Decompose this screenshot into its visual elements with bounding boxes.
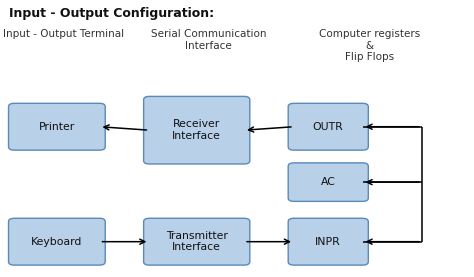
Text: AC: AC <box>321 177 336 187</box>
Text: Computer registers
&
Flip Flops: Computer registers & Flip Flops <box>319 29 420 62</box>
FancyBboxPatch shape <box>288 163 368 201</box>
FancyBboxPatch shape <box>9 103 105 150</box>
FancyBboxPatch shape <box>288 218 368 265</box>
FancyBboxPatch shape <box>144 218 250 265</box>
Text: Input - Output Configuration:: Input - Output Configuration: <box>9 7 215 20</box>
FancyBboxPatch shape <box>144 96 250 164</box>
Text: Printer: Printer <box>39 122 75 132</box>
FancyBboxPatch shape <box>9 218 105 265</box>
Text: Receiver
Interface: Receiver Interface <box>172 119 221 141</box>
Text: Transmitter
Interface: Transmitter Interface <box>166 231 228 252</box>
Text: Keyboard: Keyboard <box>31 237 82 247</box>
Text: Serial Communication
Interface: Serial Communication Interface <box>151 29 266 51</box>
Text: INPR: INPR <box>315 237 341 247</box>
FancyBboxPatch shape <box>288 103 368 150</box>
Text: OUTR: OUTR <box>313 122 344 132</box>
Text: Input - Output Terminal: Input - Output Terminal <box>3 29 125 39</box>
